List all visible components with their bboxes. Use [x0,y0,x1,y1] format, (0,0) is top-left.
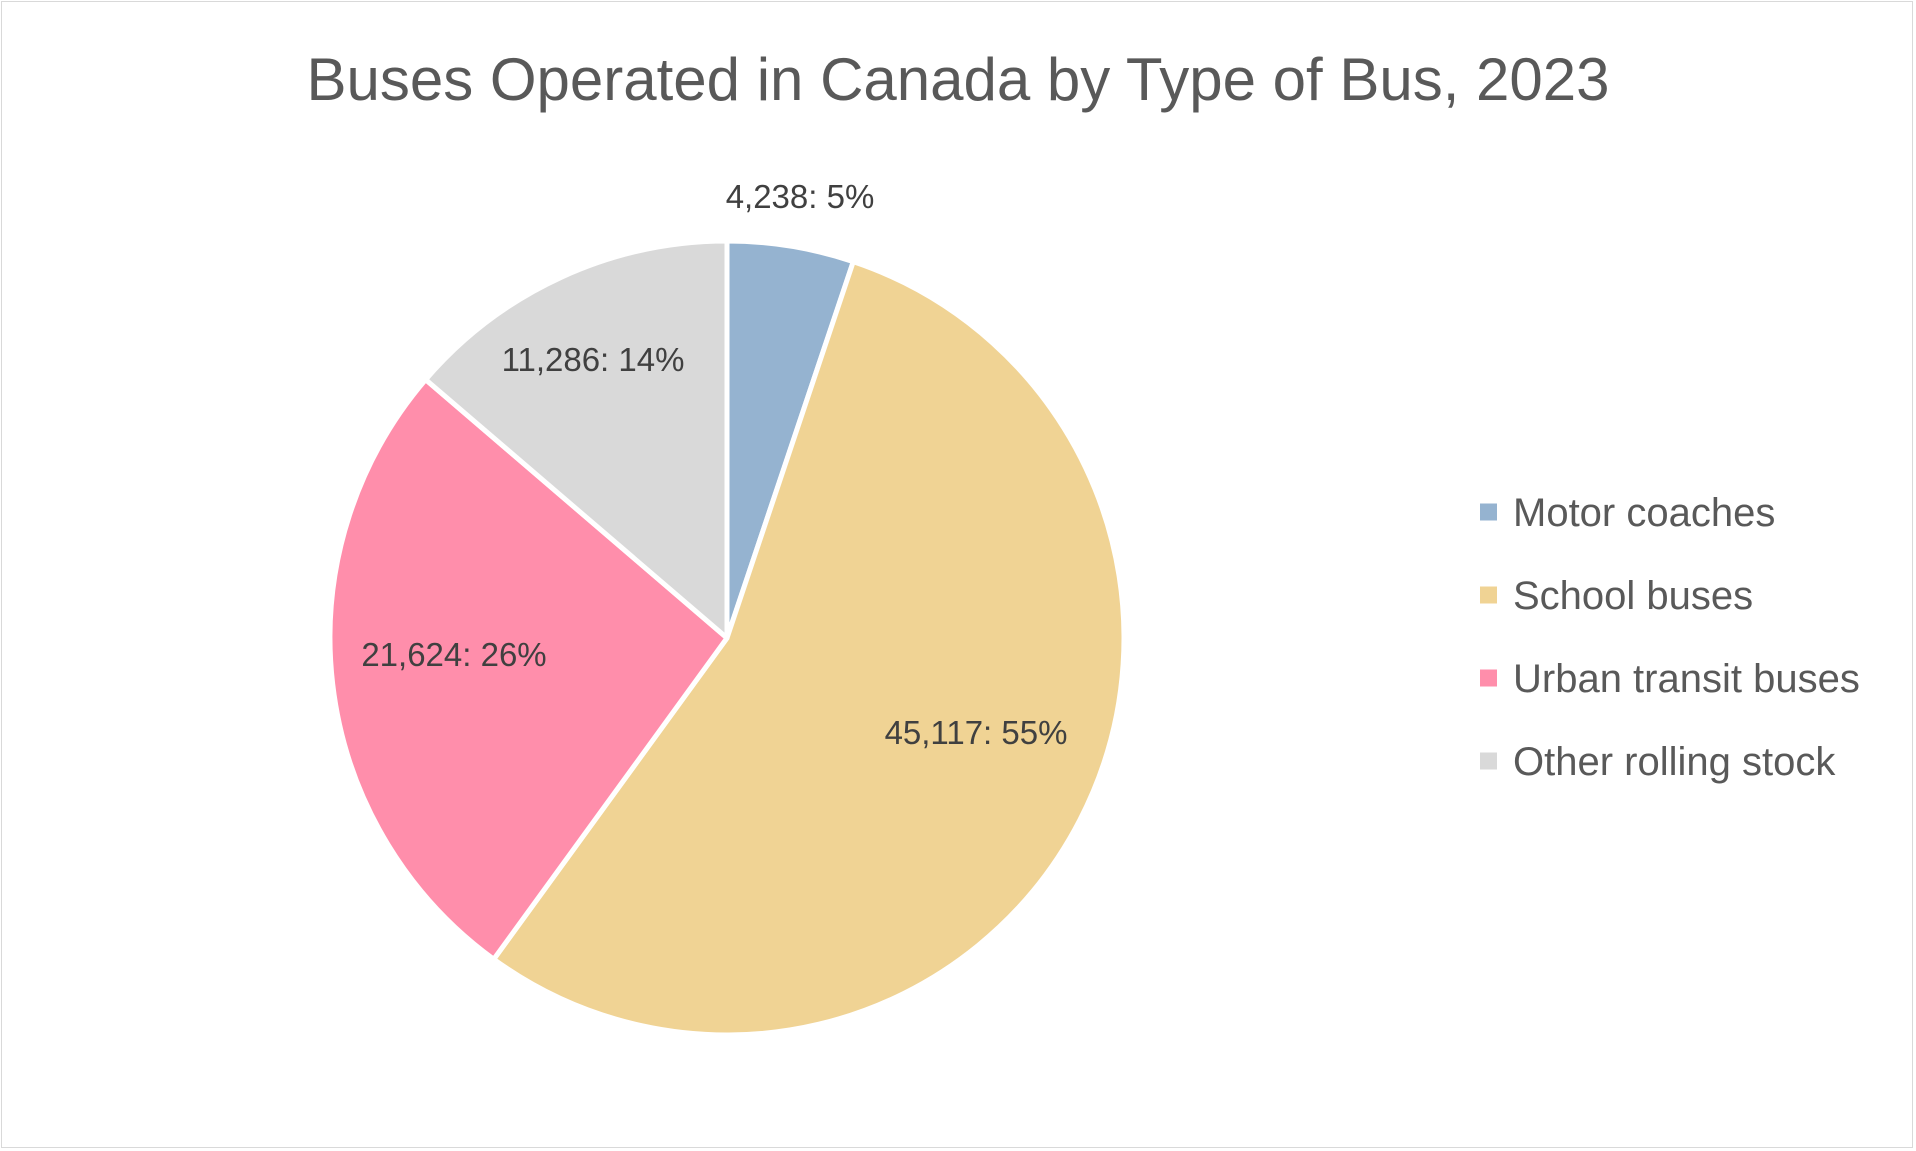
legend-swatch-motor-coaches [1480,503,1497,521]
chart-title: Buses Operated in Canada by Type of Bus,… [306,46,1609,113]
data-label-other-rolling-stock: 11,286: 14% [502,341,685,378]
legend-swatch-urban-transit-buses [1480,669,1497,687]
legend-swatch-other-rolling-stock [1480,752,1497,770]
data-label-urban-transit-buses: 21,624: 26% [361,636,546,673]
data-label-school-buses: 45,117: 55% [885,714,1068,751]
legend: Motor coaches School buses Urban transit b… [1480,491,1860,784]
legend-swatch-school-buses [1480,586,1497,604]
pie-slice-school-buses [491,259,1127,1038]
legend-label-school-buses: School buses [1513,574,1753,618]
legend-label-motor-coaches: Motor coaches [1513,491,1775,535]
pie-slice-other-rolling-stock [423,238,730,641]
legend-label-urban-transit-buses: Urban transit buses [1513,657,1860,701]
data-labels: 4,238: 5% 45,117: 55% 21,624: 26% 11,286: 1… [361,178,1067,751]
pie-slice-urban-transit-buses [327,377,730,962]
data-label-motor-coaches: 4,238: 5% [726,178,875,215]
legend-label-other-rolling-stock: Other rolling stock [1513,740,1836,784]
pie-slices [327,238,1127,1038]
